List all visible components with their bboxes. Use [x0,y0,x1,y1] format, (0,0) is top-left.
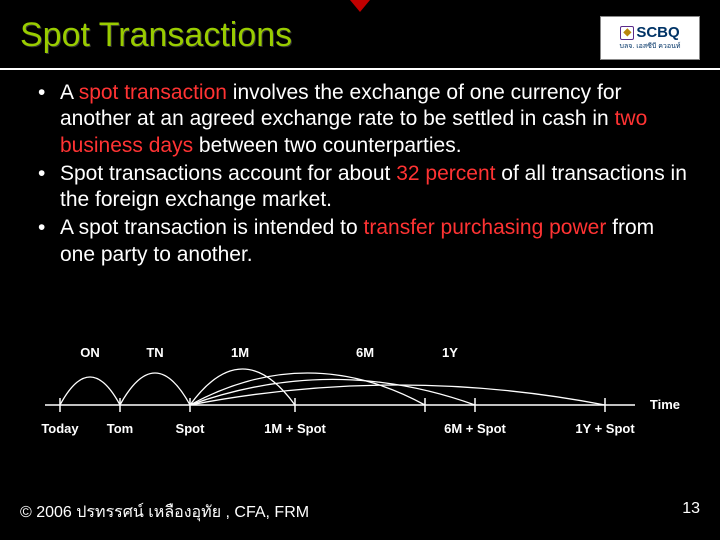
logo-sub: บลจ. เอสซีบี ควอนท์ [620,41,681,52]
footer: © 2006 ปรทรรศน์ เหลืองอุทัย , CFA, FRM 1… [20,500,700,525]
header: Spot Transactions ◆ SCBQ บลจ. เอสซีบี คว… [0,12,720,70]
svg-text:6M + Spot: 6M + Spot [444,421,506,436]
bullet-text: Spot transactions account for about [60,162,396,185]
svg-text:6M: 6M [356,345,374,360]
bullet-item: Spot transactions account for about 32 p… [38,161,690,214]
logo: ◆ SCBQ บลจ. เอสซีบี ควอนท์ [600,16,700,60]
copyright: © 2006 ปรทรรศน์ เหลืองอุทัย , CFA, FRM [20,500,309,525]
bullet-highlight: 32 percent [396,162,495,185]
bullet-item: A spot transaction is intended to transf… [38,215,690,268]
bullet-highlight: spot transaction [79,81,227,104]
logo-main: ◆ SCBQ [620,24,679,41]
timeline-diagram: Time Today Tom Spot 1M + Spot 6M + Spot 1Y + S… [35,330,685,450]
bullet-list: A spot transaction involves the exchange… [38,80,690,270]
bullet-text: A spot transaction is intended to [60,216,364,239]
page-title: Spot Transactions [20,16,292,55]
logo-text: SCBQ [636,24,679,41]
svg-text:1Y: 1Y [442,345,458,360]
svg-text:1M: 1M [231,345,249,360]
bullet-text: between two counterparties. [193,134,462,157]
svg-text:Tom: Tom [107,421,133,436]
svg-text:ON: ON [80,345,100,360]
bullet-item: A spot transaction involves the exchange… [38,80,690,159]
svg-text:Spot: Spot [176,421,206,436]
svg-text:Time: Time [650,397,680,412]
bullet-highlight: transfer purchasing power [364,216,607,239]
top-triangle-marker [350,0,370,12]
svg-text:1M + Spot: 1M + Spot [264,421,326,436]
svg-text:1Y + Spot: 1Y + Spot [575,421,635,436]
svg-text:Today: Today [41,421,79,436]
bullet-text: A [60,81,79,104]
page-number: 13 [682,500,700,525]
svg-text:TN: TN [146,345,163,360]
logo-icon: ◆ [620,26,634,40]
